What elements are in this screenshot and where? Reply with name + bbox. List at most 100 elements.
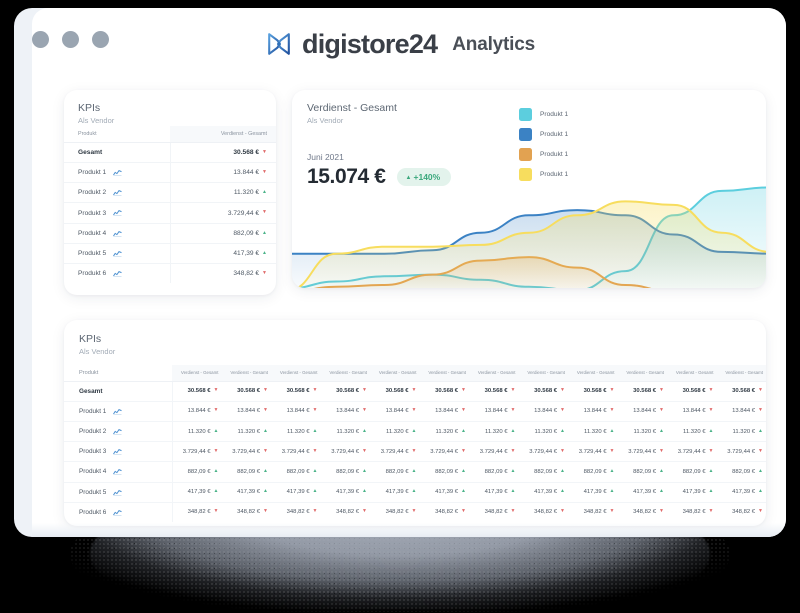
row-value-cell: 30.568 € ▼: [568, 381, 618, 402]
column-header-verdienst[interactable]: Verdienst - Gesamt: [170, 125, 276, 143]
column-header-verdienst-2[interactable]: Verdienst - Gesamt: [221, 364, 271, 382]
row-label: Gesamt: [79, 387, 103, 395]
row-value: 13.844 €: [385, 408, 409, 415]
column-header-verdienst-5[interactable]: Verdienst - Gesamt: [370, 364, 420, 382]
trend-down-icon: ▼: [659, 508, 664, 515]
row-value-cell: 3.729,44 € ▼: [568, 441, 618, 463]
row-value: 348,82 €: [286, 509, 310, 516]
row-value-cell: 417,39 € ▲: [716, 482, 766, 503]
table-row[interactable]: Produkt 3 3.729,44 € ▼: [64, 202, 276, 224]
window-dot-2[interactable]: [62, 31, 79, 48]
row-value: 348,82 €: [534, 509, 558, 516]
row-value: 3.729,44 €: [232, 448, 261, 455]
row-value: 417,39 €: [435, 489, 459, 496]
row-value: 3.729,44 €: [227, 209, 260, 217]
column-header-verdienst-1[interactable]: Verdienst - Gesamt: [172, 364, 222, 382]
table-row[interactable]: Produkt 6 348,82 € ▼: [64, 263, 276, 284]
column-header-verdienst-4[interactable]: Verdienst - Gesamt: [320, 364, 370, 382]
table-row[interactable]: Produkt 1 13.844 € ▼ 13.844 € ▼ 13.844 € ▼ 13.8…: [64, 401, 766, 423]
sparkline-icon[interactable]: [113, 509, 123, 516]
legend-item[interactable]: Produkt 1: [519, 168, 568, 181]
trend-down-icon: ▼: [560, 447, 565, 454]
sparkline-icon[interactable]: [113, 270, 122, 278]
legend-item[interactable]: Produkt 1: [519, 148, 568, 161]
sparkline-icon[interactable]: [113, 489, 123, 496]
column-header-verdienst-3[interactable]: Verdienst - Gesamt: [271, 364, 321, 382]
row-value: 348,82 €: [187, 509, 211, 516]
table-row[interactable]: Gesamt 30.568 € ▼: [64, 142, 276, 163]
column-header-verdienst-9[interactable]: Verdienst - Gesamt: [568, 364, 618, 382]
column-header-verdienst-7[interactable]: Verdienst - Gesamt: [469, 364, 519, 382]
legend-item[interactable]: Produkt 1: [519, 128, 568, 141]
row-value: 3.729,44 €: [380, 448, 409, 455]
row-value: 882,09 €: [435, 469, 459, 476]
table-row[interactable]: Produkt 5 417,39 € ▲: [64, 243, 276, 265]
table-row[interactable]: Produkt 2 11.320 € ▲ 11.320 € ▲ 11.320 € ▲ 11.3…: [64, 421, 766, 443]
column-header-verdienst-8[interactable]: Verdienst - Gesamt: [518, 364, 568, 382]
row-value-cell: 13.844 € ▼: [172, 401, 222, 423]
trend-up-icon: ▲: [510, 488, 516, 495]
sparkline-icon[interactable]: [113, 448, 123, 456]
row-value: 348,82 €: [732, 509, 756, 516]
row-value-cell: 348,82 € ▼: [172, 502, 222, 522]
column-header-produkt[interactable]: Produkt: [64, 364, 172, 382]
table-row[interactable]: Produkt 4 882,09 € ▲: [64, 223, 276, 244]
sparkline-icon[interactable]: [113, 250, 122, 257]
chart-legend: Produkt 1 Produkt 1 Produkt 1 Produkt 1: [519, 108, 568, 181]
row-value: 3.729,44 €: [331, 448, 360, 455]
table-row[interactable]: Gesamt 30.568 € ▼ 30.568 € ▼ 30.568 € ▼ 30.568 …: [64, 381, 766, 402]
column-header-verdienst-11[interactable]: Verdienst - Gesamt: [667, 364, 717, 382]
sparkline-icon[interactable]: [113, 408, 123, 415]
column-header-produkt[interactable]: Produkt: [64, 125, 170, 143]
table-row[interactable]: Produkt 5 417,39 € ▲ 417,39 € ▲ 417,39 € ▲ 417,…: [64, 482, 766, 503]
row-value-cell: 11.320 € ▲: [667, 421, 717, 443]
trend-up-icon: ▲: [213, 488, 219, 495]
row-value-cell: 882,09 € ▲: [172, 461, 222, 483]
row-value: 30.568 €: [484, 388, 508, 395]
row-value: 417,39 €: [233, 250, 260, 257]
row-value: 417,39 €: [682, 489, 706, 496]
legend-swatch-icon: [519, 128, 532, 141]
sparkline-icon[interactable]: [113, 209, 122, 217]
trend-up-icon: ▲: [411, 427, 417, 434]
table-row[interactable]: Produkt 4 882,09 € ▲ 882,09 € ▲ 882,09 € ▲ 882,…: [64, 461, 766, 483]
sparkline-icon[interactable]: [113, 230, 122, 237]
table-row[interactable]: Produkt 2 11.320 € ▲: [64, 182, 276, 204]
column-header-verdienst-12[interactable]: Verdienst - Gesamt: [716, 364, 766, 382]
trend-down-icon: ▼: [510, 447, 516, 454]
kpi-card-bottom-header: KPIs Als Vendor: [64, 320, 766, 357]
trend-down-icon: ▼: [461, 407, 466, 414]
row-value-cell: 30.568 € ▼: [221, 381, 271, 402]
row-value: 348,82 €: [682, 509, 706, 516]
row-value: 417,39 €: [633, 489, 657, 496]
row-value-cell: 13.844 € ▼: [469, 401, 519, 423]
column-header-verdienst-10[interactable]: Verdienst - Gesamt: [617, 364, 667, 382]
row-value: 11.320 €: [435, 428, 459, 435]
row-value: 13.844 €: [682, 408, 706, 415]
window-controls[interactable]: [32, 31, 109, 48]
row-value: 417,39 €: [534, 489, 558, 496]
window-dot-1[interactable]: [32, 31, 49, 48]
table-row[interactable]: Produkt 6 348,82 € ▼ 348,82 € ▼ 348,82 € ▼ 348,…: [64, 502, 766, 522]
row-value: 348,82 €: [583, 509, 607, 516]
trend-up-icon: ▲: [659, 468, 664, 474]
sparkline-icon[interactable]: [113, 468, 123, 476]
row-value-cell: 30.568 € ▼: [469, 381, 519, 402]
row-label: Produkt 2: [79, 428, 107, 436]
row-value: 30.568 €: [435, 388, 459, 395]
row-value: 3.729,44 €: [281, 448, 310, 455]
trend-down-icon: ▼: [312, 508, 318, 515]
sparkline-icon[interactable]: [113, 428, 123, 435]
chart-plot-area[interactable]: [292, 158, 766, 288]
sparkline-icon[interactable]: [113, 169, 122, 176]
column-header-verdienst-6[interactable]: Verdienst - Gesamt: [419, 364, 469, 382]
window-dot-3[interactable]: [92, 31, 109, 48]
legend-item[interactable]: Produkt 1: [519, 108, 568, 121]
row-value: 348,82 €: [435, 509, 459, 516]
table-row[interactable]: Produkt 1 13.844 € ▼: [64, 162, 276, 184]
row-value-cell: 882,09 € ▲: [469, 461, 519, 483]
table-row[interactable]: Produkt 3 3.729,44 € ▼ 3.729,44 € ▼ 3.729,44 …: [64, 441, 766, 463]
row-value-cell: 11.320 € ▲: [419, 421, 469, 443]
trend-down-icon: ▼: [263, 407, 268, 414]
sparkline-icon[interactable]: [113, 189, 122, 197]
